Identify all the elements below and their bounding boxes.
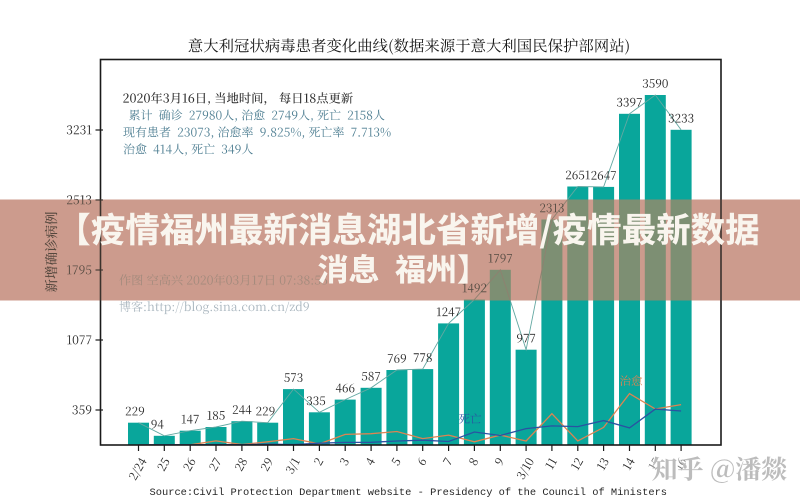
svg-text:Source:Civil Protection Depart: Source:Civil Protection Department websi… xyxy=(150,487,668,499)
